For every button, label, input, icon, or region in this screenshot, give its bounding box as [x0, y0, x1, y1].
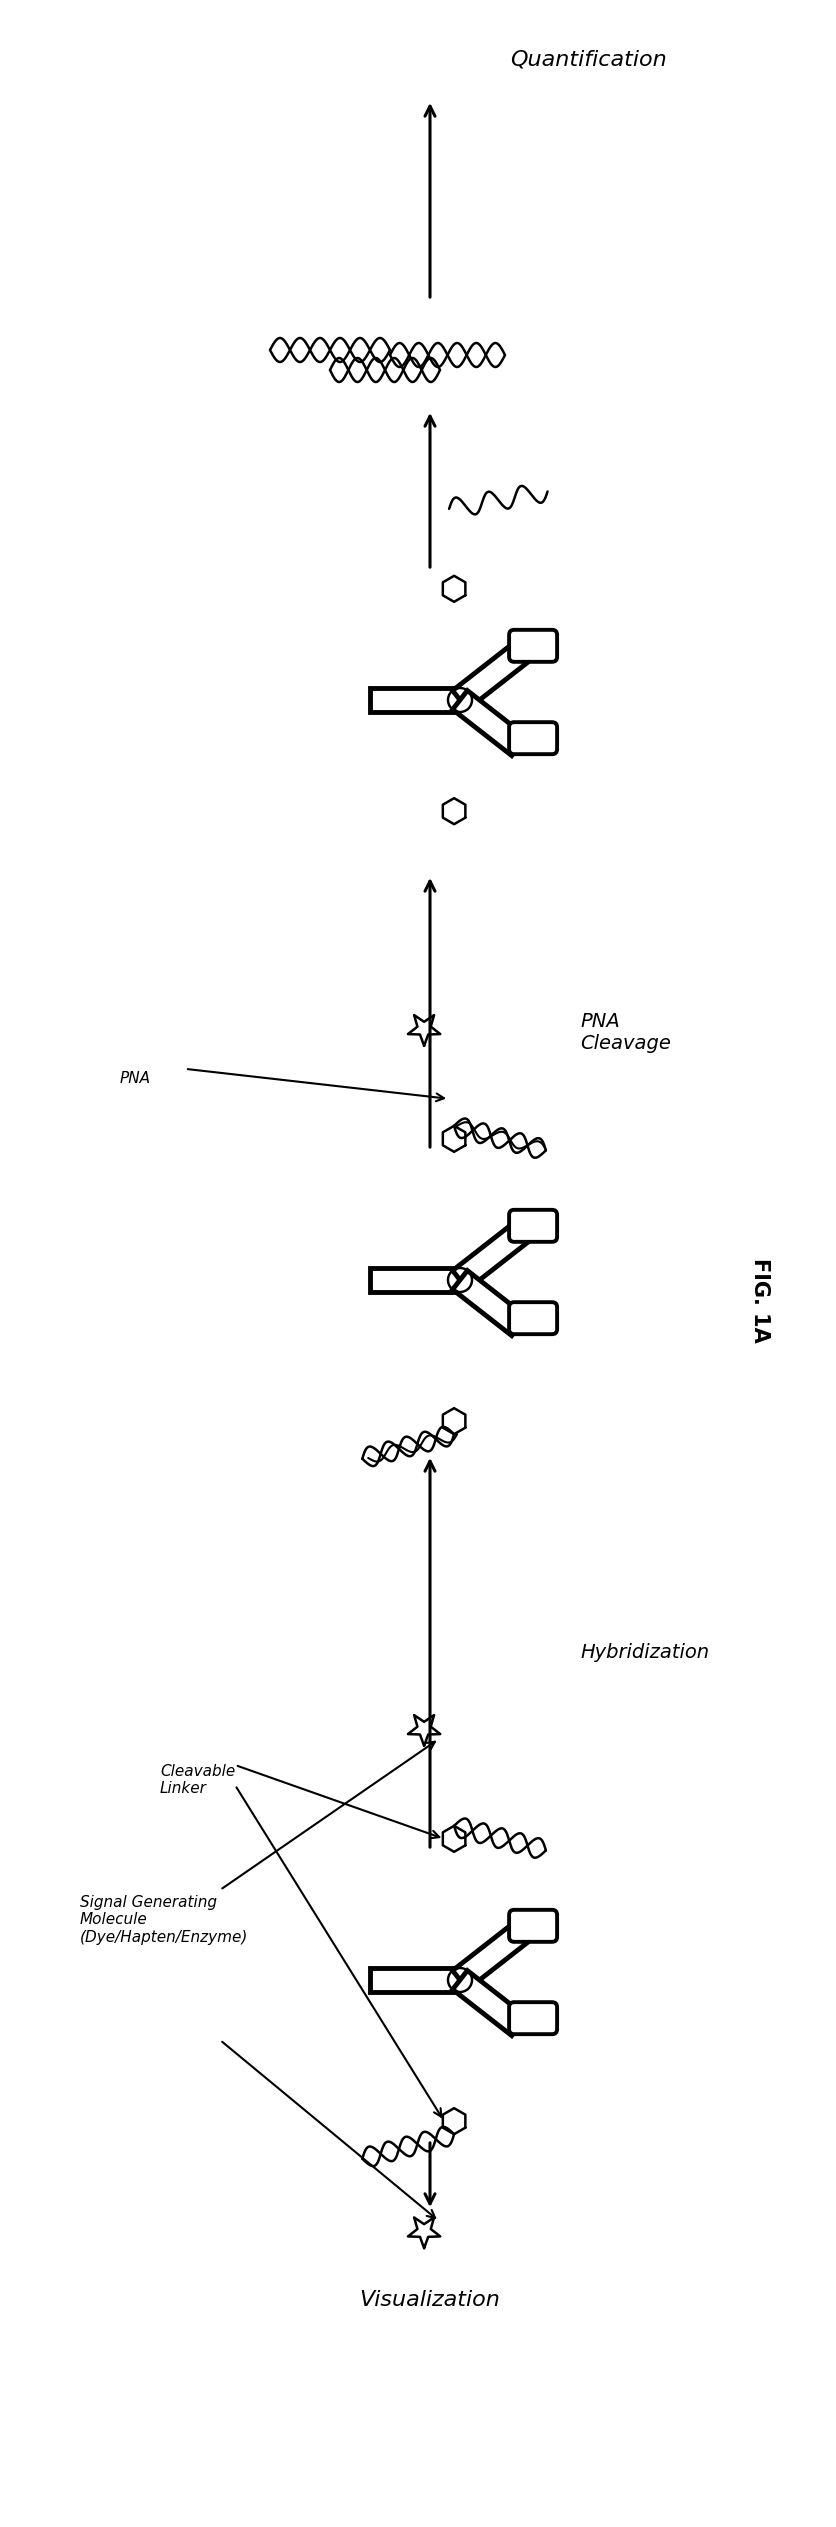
Polygon shape: [370, 687, 460, 713]
Circle shape: [448, 1969, 472, 1991]
Text: Visualization: Visualization: [359, 2289, 501, 2310]
Text: Cleavable
Linker: Cleavable Linker: [160, 1764, 235, 1797]
Text: Hybridization: Hybridization: [580, 1643, 709, 1663]
Polygon shape: [452, 1926, 527, 1989]
FancyBboxPatch shape: [509, 1910, 557, 1941]
Circle shape: [448, 1269, 472, 1291]
FancyBboxPatch shape: [509, 1301, 557, 1334]
Text: FIG. 1A: FIG. 1A: [750, 1258, 770, 1342]
Polygon shape: [370, 1269, 460, 1291]
Polygon shape: [452, 1271, 527, 1337]
Text: Quantification: Quantification: [510, 51, 667, 71]
Polygon shape: [452, 1226, 527, 1289]
Polygon shape: [452, 690, 527, 756]
FancyBboxPatch shape: [509, 723, 557, 753]
Polygon shape: [370, 1969, 460, 1991]
Polygon shape: [452, 1971, 527, 2037]
Text: Signal Generating
Molecule
(Dye/Hapten/Enzyme): Signal Generating Molecule (Dye/Hapten/E…: [80, 1895, 248, 1946]
FancyBboxPatch shape: [509, 1210, 557, 1241]
FancyBboxPatch shape: [509, 629, 557, 662]
Text: PNA
Cleavage: PNA Cleavage: [580, 1011, 670, 1054]
Text: PNA: PNA: [120, 1071, 151, 1087]
FancyBboxPatch shape: [509, 2001, 557, 2034]
Polygon shape: [452, 644, 527, 710]
Circle shape: [448, 687, 472, 713]
